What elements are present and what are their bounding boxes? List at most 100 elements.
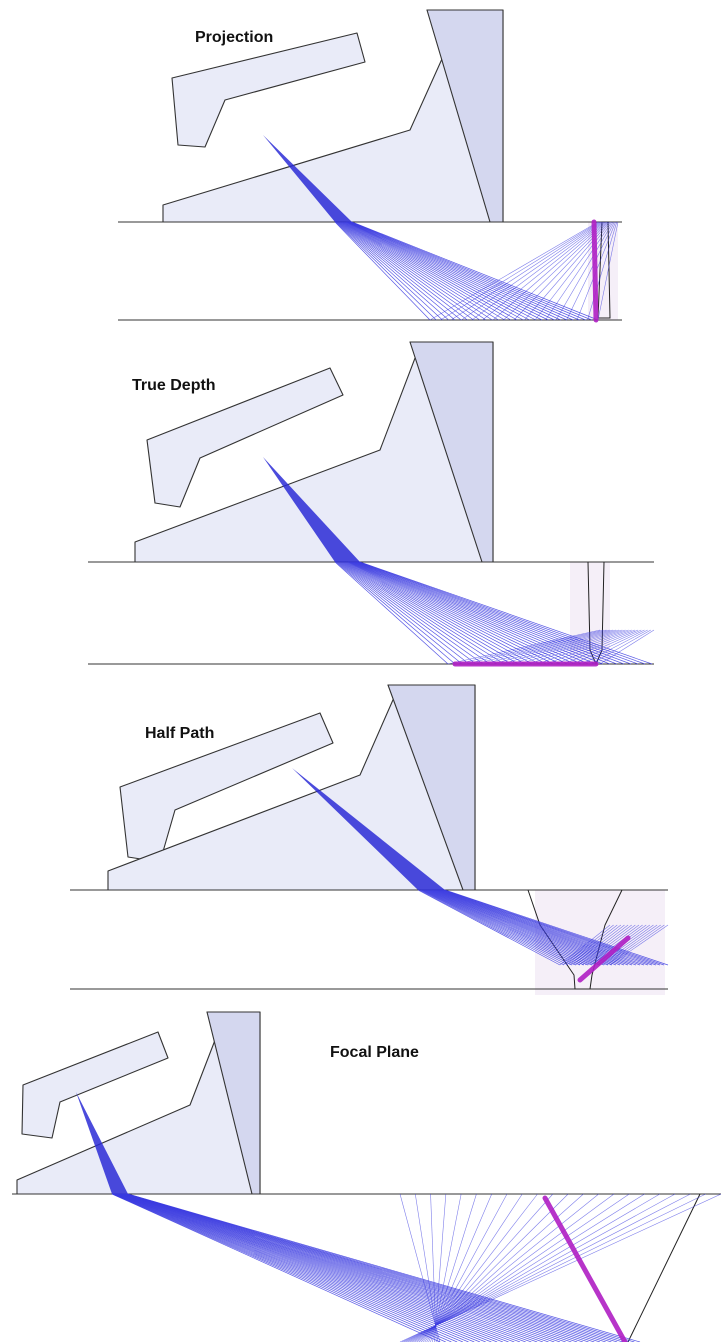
sound-ray	[118, 1193, 526, 1342]
panel-half-path: Half Path	[0, 675, 721, 1010]
beam-wedge-section	[263, 457, 360, 562]
sound-ray	[121, 1193, 561, 1342]
sound-ray	[115, 1193, 486, 1342]
sound-ray	[435, 889, 633, 966]
reflected-ray	[492, 629, 616, 665]
reflected-ray	[428, 1193, 492, 1342]
sound-ray	[339, 221, 474, 321]
sound-ray	[350, 221, 586, 321]
sound-ray	[344, 221, 530, 321]
sound-ray	[443, 889, 665, 966]
sound-ray	[429, 889, 609, 966]
reflected-ray	[418, 1193, 569, 1342]
sound-ray	[442, 889, 661, 966]
sound-ray	[122, 1193, 578, 1342]
reflected-ray	[461, 221, 602, 321]
sound-ray	[339, 561, 491, 665]
beam	[76, 1092, 721, 1342]
reflected-ray	[519, 629, 626, 665]
reflected-ray	[609, 924, 669, 966]
sound-ray	[335, 221, 437, 321]
sound-ray	[123, 1193, 583, 1342]
reflected-ray	[429, 221, 599, 321]
sound-ray	[344, 221, 524, 321]
sound-ray	[351, 221, 592, 321]
reflected-ray	[600, 924, 658, 966]
sound-ray	[418, 889, 565, 966]
reflected-ray	[401, 1193, 706, 1342]
sound-ray	[112, 1193, 446, 1342]
half-path-diagram: Half Path	[70, 684, 669, 995]
reflected-ray	[450, 221, 601, 321]
reflected-ray	[492, 221, 606, 321]
beam-wedge-section	[263, 135, 352, 222]
sound-ray	[111, 1193, 441, 1342]
sound-ray	[121, 1193, 555, 1342]
reflected-ray	[440, 221, 600, 321]
probe-body	[171, 32, 366, 148]
sound-ray	[115, 1193, 481, 1342]
sound-ray	[340, 221, 487, 321]
reflected-ray	[584, 924, 640, 966]
sound-ray	[417, 889, 561, 966]
probe-body	[21, 1031, 169, 1139]
notch	[627, 1193, 701, 1342]
sound-ray	[342, 561, 512, 665]
reflected-ray	[562, 924, 614, 966]
sound-ray	[126, 1193, 623, 1342]
sound-ray	[114, 1193, 469, 1342]
true-depth-diagram: True Depth	[88, 341, 655, 667]
sound-ray	[423, 889, 585, 966]
reflected-ray	[403, 1193, 691, 1342]
reflected-ray	[447, 629, 601, 665]
reflected-ray	[581, 924, 636, 966]
reflected-ray	[414, 1193, 439, 1342]
beam	[263, 457, 655, 667]
reflected-ray	[411, 1193, 630, 1342]
sound-ray	[428, 889, 605, 966]
sound-ray	[426, 889, 597, 966]
reflected-ray	[546, 629, 636, 665]
sound-ray	[116, 1193, 503, 1342]
reflected-ray	[555, 629, 639, 665]
reflected-ray	[405, 1193, 676, 1342]
sound-ray	[420, 889, 573, 966]
sound-ray	[346, 221, 549, 321]
reflected-ray	[587, 924, 643, 966]
sound-ray	[351, 221, 599, 321]
sound-ray	[421, 889, 577, 966]
sound-ray	[339, 561, 484, 665]
sound-ray	[334, 561, 449, 665]
focus-line	[542, 1195, 628, 1342]
sound-ray	[346, 561, 547, 665]
reflected-ray	[432, 1193, 462, 1342]
reflected-ray	[420, 1193, 554, 1342]
sound-ray	[346, 221, 543, 321]
reflected-ray	[575, 924, 629, 966]
sound-ray	[347, 561, 554, 665]
sound-ray	[339, 221, 480, 321]
sound-ray	[343, 561, 519, 665]
sound-ray	[352, 561, 589, 665]
sound-ray	[124, 1193, 601, 1342]
reflected-ray	[572, 924, 625, 966]
focus-line	[591, 219, 599, 323]
reflected-ray	[590, 629, 651, 665]
sound-ray	[334, 221, 431, 321]
beam-wedge-section	[76, 1092, 128, 1194]
sound-ray	[119, 1193, 532, 1342]
sound-ray	[436, 889, 637, 966]
sound-ray	[336, 221, 449, 321]
panel-title: Focal Plane	[330, 1044, 419, 1061]
sound-ray	[336, 561, 463, 665]
sound-ray	[441, 889, 657, 966]
sound-ray	[112, 1193, 452, 1342]
reflected-ray	[603, 924, 661, 966]
panel-focal-plane: Focal Plane	[0, 1010, 721, 1342]
reflected-ray	[465, 629, 607, 665]
panel-title: Half Path	[145, 725, 214, 742]
sound-ray	[125, 1193, 606, 1342]
reflected-ray	[409, 1193, 645, 1342]
reflected-ray	[578, 924, 632, 966]
sound-ray	[337, 221, 462, 321]
